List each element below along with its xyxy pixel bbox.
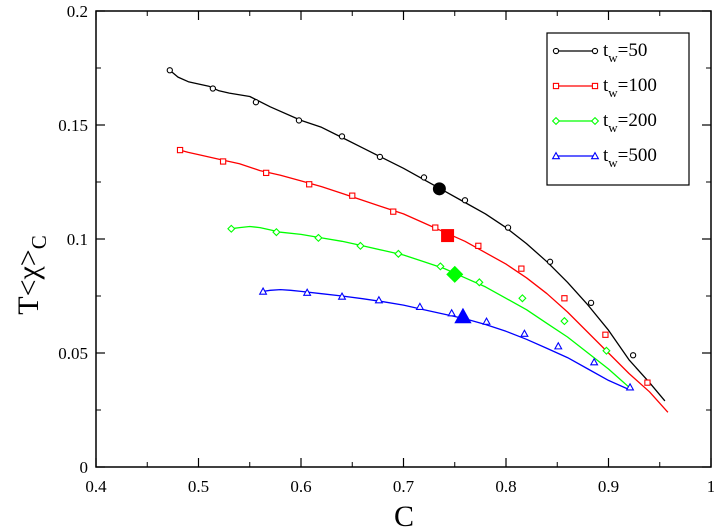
data-point bbox=[302, 288, 312, 296]
legend-entry: tw=100 bbox=[552, 75, 657, 100]
data-point bbox=[356, 241, 365, 250]
x-tick-label: 1 bbox=[707, 477, 714, 496]
legend-entry: tw=200 bbox=[551, 110, 657, 135]
data-point bbox=[219, 158, 227, 165]
data-point bbox=[587, 299, 595, 306]
data-point bbox=[349, 192, 356, 199]
data-point bbox=[420, 174, 428, 181]
data-point bbox=[295, 117, 303, 124]
data-point bbox=[447, 308, 456, 317]
x-tick-label: 0.6 bbox=[290, 477, 311, 496]
data-point bbox=[546, 258, 554, 265]
data-point bbox=[560, 316, 569, 326]
legend-marker bbox=[591, 47, 599, 55]
data-point bbox=[461, 197, 469, 204]
legend: tw=50 tw=100 tw=200 tw=500 bbox=[546, 32, 690, 186]
x-axis-title: C bbox=[394, 500, 414, 529]
legend-marker bbox=[551, 116, 561, 126]
data-point bbox=[432, 224, 439, 231]
data-point bbox=[482, 317, 491, 325]
legend-entry: tw=50 bbox=[552, 40, 647, 65]
legend-marker bbox=[590, 116, 600, 126]
data-point bbox=[518, 294, 527, 303]
data-point bbox=[337, 291, 347, 300]
axis-ticks: 0.4 0.5 0.6 0.7 0.8 0.9 1 0 0.05 0.1 0.15 0.2 bbox=[58, 2, 714, 496]
data-point bbox=[644, 379, 651, 386]
y-axis-title-main: T bbox=[12, 296, 45, 314]
data-point bbox=[272, 228, 281, 237]
data-point bbox=[589, 357, 599, 366]
x-tick-label: 0.5 bbox=[188, 477, 209, 496]
data-point bbox=[338, 133, 346, 140]
plot-marks bbox=[166, 67, 669, 413]
data-point bbox=[227, 224, 236, 233]
legend-marker bbox=[552, 82, 560, 90]
data-point bbox=[258, 286, 268, 295]
series-line bbox=[179, 149, 669, 413]
highlight-point bbox=[432, 182, 446, 196]
data-point bbox=[390, 208, 397, 215]
data-point bbox=[374, 295, 384, 304]
data-point bbox=[209, 85, 216, 92]
data-point bbox=[415, 302, 425, 310]
y-axis-title: T<χ>C bbox=[12, 235, 51, 315]
series-line bbox=[231, 225, 630, 388]
x-tick-label: 0.7 bbox=[393, 477, 415, 496]
series-1 bbox=[166, 67, 666, 402]
x-tick-label: 0.8 bbox=[495, 477, 516, 496]
data-point bbox=[306, 181, 313, 188]
data-point bbox=[436, 262, 445, 271]
data-point bbox=[504, 224, 512, 231]
data-point bbox=[262, 169, 270, 177]
series-4 bbox=[258, 286, 635, 391]
data-point bbox=[602, 346, 611, 355]
data-point bbox=[518, 265, 525, 272]
highlight-point bbox=[441, 229, 455, 243]
data-point bbox=[166, 67, 173, 74]
data-point bbox=[553, 341, 563, 350]
y-tick-label: 0.1 bbox=[67, 230, 88, 249]
data-point bbox=[176, 146, 184, 154]
y-tick-label: 0.2 bbox=[67, 2, 88, 21]
data-point bbox=[314, 233, 323, 243]
legend-label: tw=100 bbox=[603, 75, 657, 100]
series-line bbox=[263, 288, 630, 391]
highlight-point bbox=[446, 265, 464, 283]
y-axis-title-chi: <χ> bbox=[12, 249, 45, 296]
data-point bbox=[394, 249, 403, 258]
y-tick-label: 0.15 bbox=[58, 116, 88, 135]
data-point bbox=[625, 382, 635, 391]
legend-label: tw=500 bbox=[603, 145, 657, 170]
legend-marker bbox=[551, 151, 561, 160]
highlight-point bbox=[454, 307, 472, 324]
y-tick-label: 0.05 bbox=[58, 344, 88, 363]
y-axis-title-sub: C bbox=[27, 235, 51, 249]
legend-marker bbox=[591, 82, 599, 90]
data-point bbox=[561, 295, 568, 302]
legend-marker bbox=[552, 47, 560, 55]
data-point bbox=[602, 331, 609, 338]
legend-label: tw=200 bbox=[603, 110, 657, 135]
data-point bbox=[376, 153, 384, 161]
series-3 bbox=[227, 224, 630, 388]
legend-label: tw=50 bbox=[603, 40, 647, 65]
legend-marker bbox=[590, 151, 600, 160]
series-2 bbox=[176, 146, 669, 413]
y-tick-label: 0 bbox=[80, 458, 89, 477]
x-tick-label: 0.4 bbox=[85, 477, 107, 496]
legend-box bbox=[546, 32, 690, 186]
data-point bbox=[629, 352, 637, 359]
data-point bbox=[520, 329, 529, 337]
data-point bbox=[475, 242, 482, 249]
legend-entry: tw=500 bbox=[551, 145, 657, 170]
data-point bbox=[252, 99, 260, 106]
x-tick-label: 0.9 bbox=[598, 477, 619, 496]
data-point bbox=[475, 278, 484, 287]
